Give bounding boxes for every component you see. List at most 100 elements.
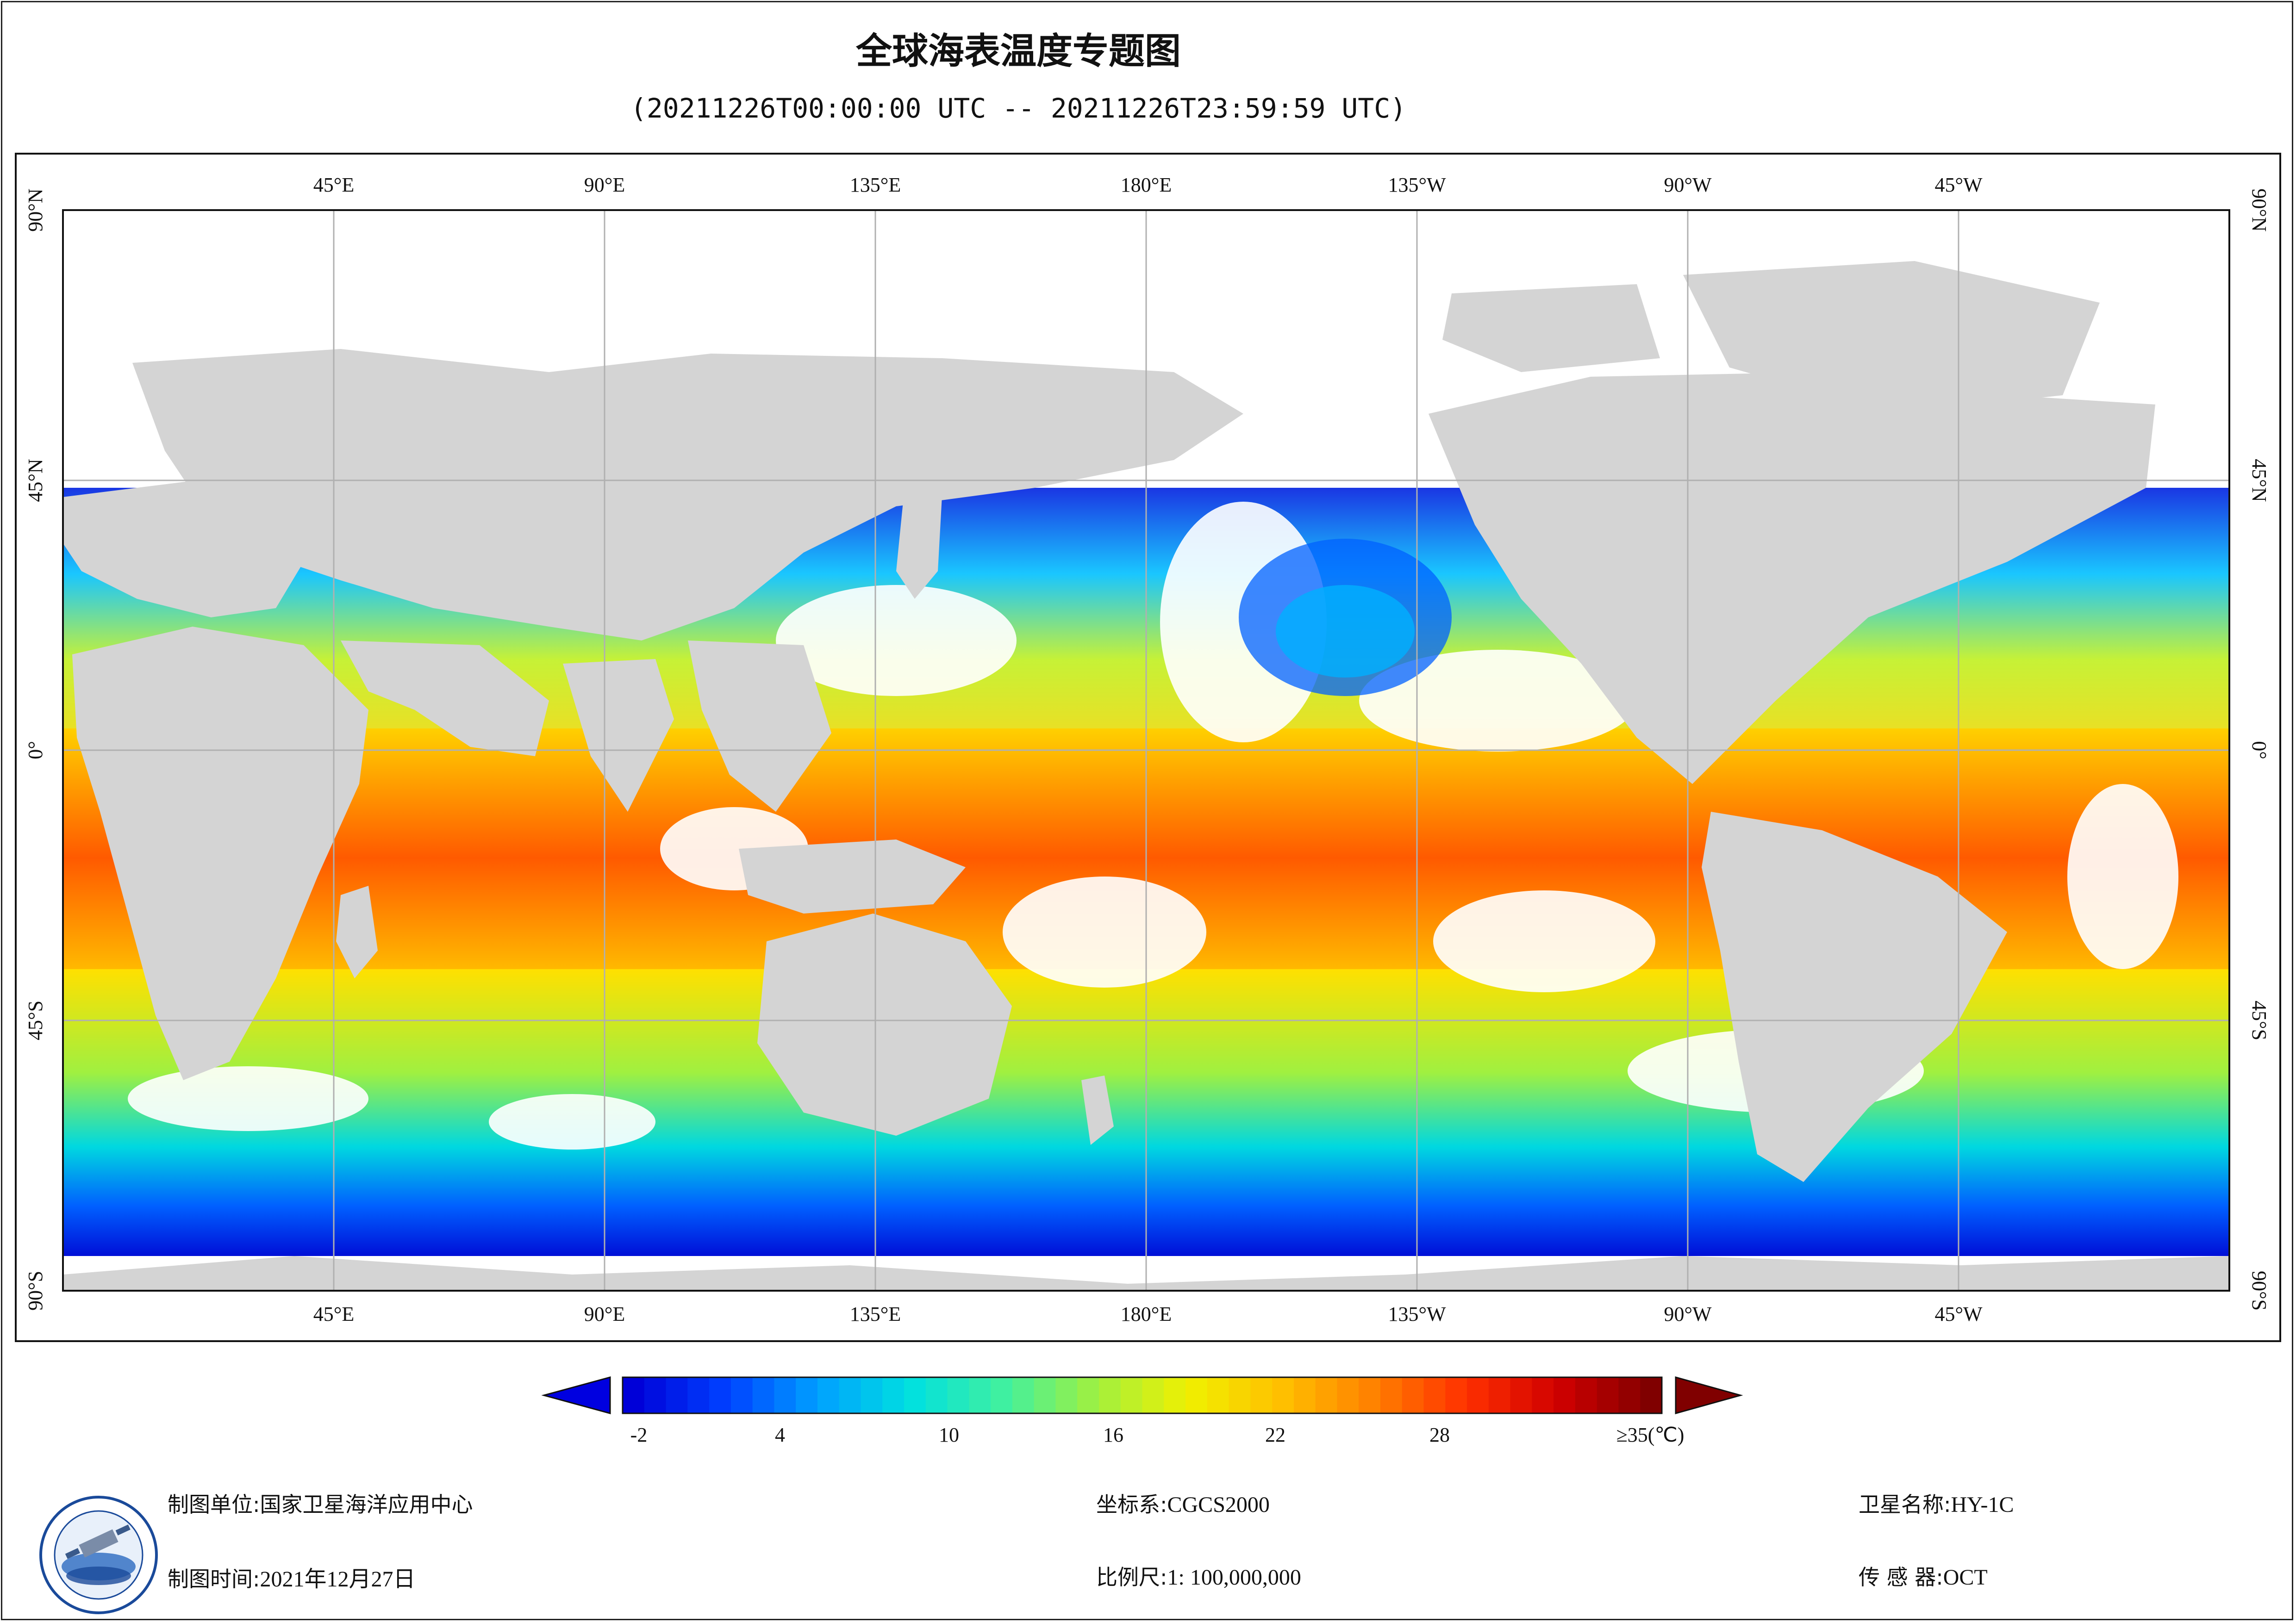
lat-label-left: 90°S (24, 1271, 47, 1311)
legend-color-cell (796, 1377, 818, 1413)
legend-color-cell (817, 1377, 840, 1413)
lat-label-left: 90°N (24, 188, 47, 231)
satellite-name: 卫星名称:HY-1C (1859, 1488, 2014, 1518)
legend-color-cell (969, 1377, 991, 1413)
satellite-name-key: 卫星名称: (1859, 1492, 1951, 1517)
land-layer (63, 261, 2229, 1291)
legend-color-cell (1034, 1377, 1056, 1413)
page-title: 全球海表温度专题图 (855, 31, 1181, 72)
legend-color-cell (1207, 1377, 1229, 1413)
legend-color-cell (1055, 1377, 1078, 1413)
legend-color-cell (1250, 1377, 1273, 1413)
legend-tick-label: -2 (630, 1424, 648, 1446)
legend-color-cell (1597, 1377, 1619, 1413)
legend-color-cell (1272, 1377, 1294, 1413)
lat-label-left: 45°N (24, 459, 47, 502)
lat-label-left: 45°S (24, 1001, 47, 1040)
legend-color-cell (1142, 1377, 1164, 1413)
legend-color-cell (1012, 1377, 1035, 1413)
lon-label-bottom: 90°E (584, 1303, 625, 1325)
lon-label-top: 90°E (584, 174, 625, 196)
legend-color-cell (752, 1377, 774, 1413)
legend-color-cell (730, 1377, 753, 1413)
legend-color-cell (709, 1377, 731, 1413)
legend-color-cell (1315, 1377, 1337, 1413)
graticule-grid (63, 210, 2229, 1291)
legend-color-cell (1467, 1377, 1489, 1413)
legend-color-cell (1488, 1377, 1511, 1413)
map-scale: 比例尺:1: 100,000,000 (1096, 1561, 1301, 1591)
time-range-subtitle: (20211226T00:00:00 UTC -- 20211226T23:59… (630, 93, 1407, 124)
mapping-organization-key: 制图单位: (168, 1492, 260, 1517)
legend-tick-label: 16 (1103, 1424, 1123, 1446)
lon-label-bottom: 45°E (313, 1303, 354, 1325)
legend-color-cell (666, 1377, 688, 1413)
satellite-name-value: HY-1C (1951, 1492, 2014, 1517)
sensor-name-value: OCT (1943, 1565, 1988, 1590)
legend-color-cell (925, 1377, 948, 1413)
legend-low-arrow (541, 1376, 611, 1414)
map-frame[interactable]: 45°E 90°E 135°E 180°E 135°W 90°W 45°W 45… (15, 153, 2281, 1342)
lat-label-right: 45°S (2248, 1001, 2271, 1040)
legend-tick-label: 4 (775, 1424, 785, 1446)
coordinate-system-value: CGCS2000 (1167, 1492, 1270, 1517)
legend-color-cell (1618, 1377, 1641, 1413)
legend-color-cell (991, 1377, 1013, 1413)
mapping-date-key: 制图时间: (168, 1567, 260, 1592)
legend-tick-label: 10 (939, 1424, 959, 1446)
legend-color-cell (1423, 1377, 1446, 1413)
lon-label-top: 135°E (850, 174, 901, 196)
legend-color-cell (1554, 1377, 1576, 1413)
lat-label-right: 0° (2248, 741, 2271, 759)
sensor-name-key: 传 感 器: (1859, 1565, 1943, 1590)
map-inner-border (62, 209, 2230, 1292)
lon-label-bottom: 135°E (850, 1303, 901, 1325)
legend-tick-label: ≥35(℃) (1616, 1424, 1685, 1446)
legend-color-cell (1380, 1377, 1403, 1413)
lon-label-top: 90°W (1664, 174, 1712, 196)
legend-color-cell (1402, 1377, 1424, 1413)
lon-label-bottom: 180°E (1121, 1303, 1172, 1325)
world-sst-map[interactable]: 45°E 90°E 135°E 180°E 135°W 90°W 45°W 45… (17, 155, 2279, 1340)
mapping-date: 制图时间:2021年12月27日 (168, 1561, 416, 1593)
legend-color-cell (861, 1377, 883, 1413)
legend-color-cells (623, 1377, 1662, 1413)
legend-color-cell (1077, 1377, 1099, 1413)
legend-color-cell (1337, 1377, 1359, 1413)
map-scale-value: 1: 100,000,000 (1167, 1565, 1301, 1590)
legend-color-cell (904, 1377, 926, 1413)
lat-label-right: 90°N (2248, 188, 2271, 231)
mapping-date-value: 2021年12月27日 (260, 1567, 416, 1592)
legend-color-cell (1229, 1377, 1251, 1413)
nsoas-logo-icon (39, 1496, 158, 1614)
legend-color-cell (1098, 1377, 1121, 1413)
sensor-name: 传 感 器:OCT (1859, 1561, 1988, 1591)
legend-color-cell (839, 1377, 861, 1413)
lon-label-top: 135°W (1388, 174, 1446, 196)
mapping-organization: 制图单位:国家卫星海洋应用中心 (168, 1488, 473, 1518)
top-longitude-labels: 45°E 90°E 135°E 180°E 135°W 90°W 45°W (313, 174, 1983, 196)
lat-label-right: 90°S (2248, 1271, 2271, 1311)
left-latitude-labels: 90°N 45°N 0° 45°S 90°S (24, 188, 47, 1311)
legend-color-cell (1575, 1377, 1597, 1413)
legend-color-cell (644, 1377, 667, 1413)
coordinate-system: 坐标系:CGCS2000 (1096, 1488, 1270, 1518)
legend-color-cell (1445, 1377, 1467, 1413)
legend-color-cell (1164, 1377, 1186, 1413)
legend-color-cell (882, 1377, 905, 1413)
legend-color-cell (774, 1377, 796, 1413)
sst-colorbar-legend: -2 4 10 16 22 28 ≥35(℃) (541, 1376, 1743, 1446)
lon-label-top: 45°W (1934, 174, 1983, 196)
map-scale-key: 比例尺: (1096, 1565, 1167, 1590)
lon-label-bottom: 45°W (1934, 1303, 1983, 1325)
legend-color-cell (947, 1377, 969, 1413)
lon-label-bottom: 90°W (1664, 1303, 1712, 1325)
coordinate-system-key: 坐标系: (1096, 1492, 1167, 1517)
right-latitude-labels: 90°N 45°N 0° 45°S 90°S (2248, 188, 2271, 1311)
bottom-longitude-labels: 45°E 90°E 135°E 180°E 135°W 90°W 45°W (313, 1303, 1983, 1325)
legend-color-cell (1510, 1377, 1532, 1413)
legend-tick-labels: -2 4 10 16 22 28 ≥35(℃) (630, 1424, 1685, 1446)
legend-high-arrow (1675, 1376, 1743, 1414)
legend-color-cell (623, 1377, 645, 1413)
